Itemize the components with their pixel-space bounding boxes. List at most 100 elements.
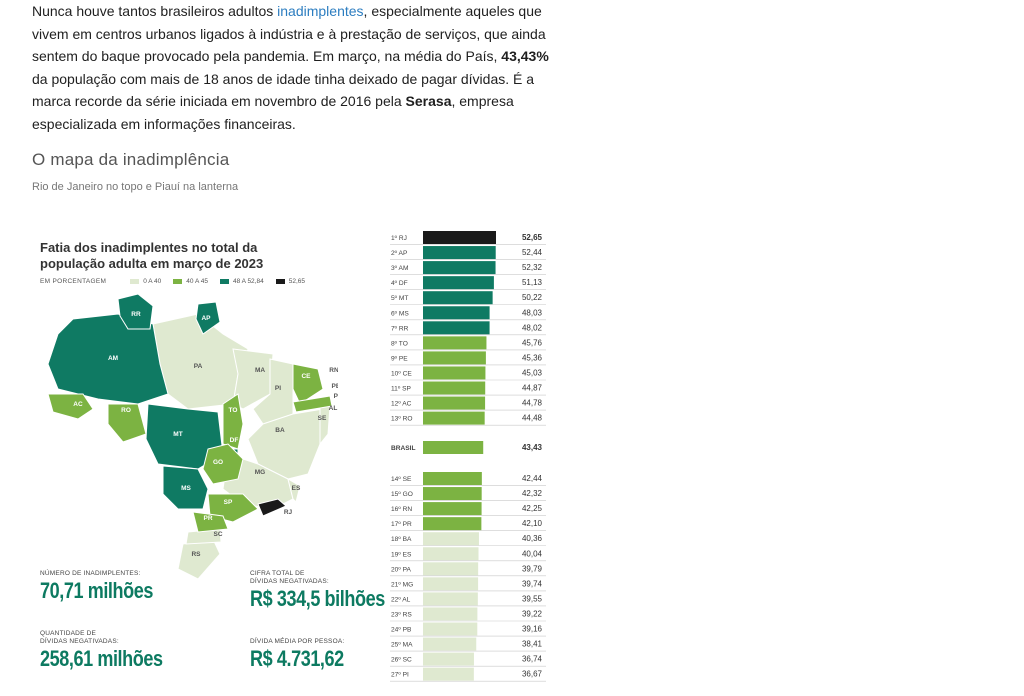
ranking-row-ac: 12º AC 44,78 xyxy=(390,396,546,411)
bar-label: 7º RR xyxy=(391,325,409,332)
map-state-to xyxy=(222,393,244,450)
bar-label: 14º SE xyxy=(391,476,412,483)
paragraph-text: Nunca houve tantos brasileiros adultos xyxy=(32,3,278,19)
article-paragraph: Nunca houve tantos brasileiros adultos i… xyxy=(32,0,552,135)
inadimplentes-link[interactable]: inadimplentes xyxy=(277,3,364,19)
legend-swatch xyxy=(173,279,183,284)
legend-label: 0 A 40 xyxy=(143,278,162,285)
ranking-row-am: 3º AM 52,32 xyxy=(390,261,546,275)
bar-label: 12º AC xyxy=(391,401,412,408)
bar-label: 23º RS xyxy=(391,611,412,618)
bar-value: 52,32 xyxy=(522,263,543,272)
legend-item: 52,65 xyxy=(275,278,305,285)
stat-quantidade-dividas: QUANTIDADE DE DÍVIDAS NEGATIVADAS: 258,6… xyxy=(40,630,190,672)
map-label-al: AL xyxy=(329,405,338,412)
bar-label: 13º RO xyxy=(391,416,412,423)
map-state-pr xyxy=(192,511,229,533)
ranking-row-ms: 6º MS 48,03 xyxy=(390,306,546,321)
map-label-ce: CE xyxy=(301,373,311,380)
bar-label: 24º PB xyxy=(391,627,412,634)
bar-label: 18º BA xyxy=(391,536,412,543)
ranking-row-rj: 1º RJ 52,65 xyxy=(390,231,546,245)
legend-item: 48 A 52,84 xyxy=(219,278,264,285)
bar-value: 39,55 xyxy=(522,594,543,603)
map-label-pr: PR xyxy=(203,515,212,522)
map-label-df: DF xyxy=(230,437,239,444)
ranking-bar-chart: 1º RJ 52,65 2º AP 52,44 3º AM 52,32 4º DF 51,13… xyxy=(390,231,546,682)
bar-label: 26º SC xyxy=(391,657,412,664)
bar-value: 42,10 xyxy=(522,519,543,528)
map-label-to: TO xyxy=(229,407,238,414)
bar-label: 5º MT xyxy=(391,295,408,302)
map-state-sp xyxy=(207,493,259,523)
ranking-row-ro: 13º RO 44,48 xyxy=(390,411,546,426)
bar-value: 42,32 xyxy=(522,489,543,498)
map-label-rr: RR xyxy=(131,311,141,318)
ranking-row-se: 14º SE 42,44 xyxy=(390,472,546,486)
stat-value: R$ 4.731,62 xyxy=(250,646,344,671)
legend-label: 52,65 xyxy=(288,278,305,285)
ranking-row-pa: 20º PA 39,79 xyxy=(390,562,546,577)
legend-title: EM PORCENTAGEM xyxy=(40,278,107,285)
infographic: Fatia dos inadimplentes no total da popu… xyxy=(30,218,550,696)
map-label-mg: MG xyxy=(255,469,265,476)
bar-label: 25º MA xyxy=(391,642,413,649)
ranking-row-pe: 9º PE 45,36 xyxy=(390,351,546,366)
bar-label: 16º RN xyxy=(391,506,412,513)
bar-label: 20º PA xyxy=(391,566,411,573)
bar-value: 40,04 xyxy=(522,549,543,558)
map-label-rs: RS xyxy=(191,551,201,558)
stat-label: NÚMERO DE INADIMPLENTES: xyxy=(40,570,141,577)
ranking-row-to: 8º TO 45,76 xyxy=(390,336,546,351)
bar xyxy=(423,381,486,395)
ranking-row-go: 15º GO 42,32 xyxy=(390,487,546,501)
bar-value: 52,44 xyxy=(522,248,543,257)
ranking-row-sp: 11º SP 44,87 xyxy=(390,381,546,396)
legend-item: 40 A 45 xyxy=(173,278,208,285)
bar-label: 1º RJ xyxy=(391,235,407,242)
ranking-row-pb: 24º PB 39,16 xyxy=(390,622,546,637)
bar-label: 6º MS xyxy=(391,310,409,317)
paragraph-text: da população com mais de 18 anos de idad… xyxy=(32,70,535,110)
map-label-rn: RN xyxy=(329,367,338,374)
map-state-rs xyxy=(177,538,221,580)
bar xyxy=(423,306,490,320)
map-label-mt: MT xyxy=(173,431,182,438)
map-label-se: SE xyxy=(318,415,327,422)
stat-cifra-total: CIFRA TOTAL DE DÍVIDAS NEGATIVADAS: R$ 3… xyxy=(250,570,414,612)
bar-value: 43,43 xyxy=(522,443,543,452)
paragraph-text: , empresa especializada em informações f… xyxy=(32,93,514,132)
bar-value: 36,74 xyxy=(522,655,543,664)
map-panel: Fatia dos inadimplentes no total da popu… xyxy=(30,218,385,696)
bar xyxy=(423,667,474,681)
bar-value: 44,87 xyxy=(522,384,543,393)
ranking-row-mt: 5º MT 50,22 xyxy=(390,291,546,306)
map-label-pi: PI xyxy=(275,385,281,392)
bar xyxy=(423,396,486,410)
ranking-row-ma: 25º MA 38,41 xyxy=(390,637,546,652)
map-label-rj: RJ xyxy=(284,509,293,516)
map-state-ce xyxy=(292,363,324,405)
bar-value: 39,22 xyxy=(522,609,543,618)
legend-swatch xyxy=(275,279,285,284)
bar-value: 38,41 xyxy=(522,640,543,649)
bar-value: 39,16 xyxy=(522,625,543,634)
bar-value: 52,65 xyxy=(522,233,543,242)
bar xyxy=(423,592,478,606)
map-state-ma xyxy=(232,348,274,410)
bar-label: 4º DF xyxy=(391,280,408,287)
bar-value: 48,02 xyxy=(522,323,543,332)
bar-label: 8º TO xyxy=(391,340,408,347)
ranking-row-sc: 26º SC 36,74 xyxy=(390,652,546,667)
bar xyxy=(423,502,482,516)
bar-value: 45,36 xyxy=(522,353,543,362)
stat-value: R$ 334,5 bilhões xyxy=(250,586,385,611)
map-label-ro: RO xyxy=(121,407,131,414)
bar xyxy=(423,637,477,651)
map-label-sc: SC xyxy=(213,531,222,538)
map-label-go: GO xyxy=(213,459,223,466)
map-state-pe xyxy=(292,395,333,413)
chart-title: Fatia dos inadimplentes no total da popu… xyxy=(40,240,264,271)
bar-value: 45,76 xyxy=(522,338,543,347)
